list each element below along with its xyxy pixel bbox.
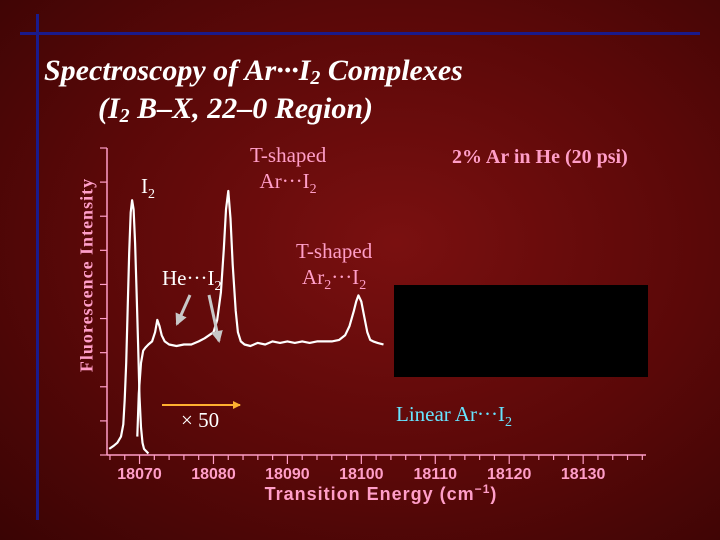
x-tick-label: 18110 [413,466,457,483]
label-he-i2: He···I2 [162,266,222,294]
spectrum-trace-x50 [136,189,384,437]
x-tick-label: 18070 [117,466,162,483]
label-tshaped-ar-i2: T-shaped Ar···I2 [250,143,327,197]
x-tick-label: 18100 [339,466,384,483]
label-i2: I2 [141,174,155,202]
decor-vertical-line [36,14,39,520]
chart-title: Spectroscopy of Ar···I2 Complexes (I2 B–… [44,54,463,127]
redaction-box [394,285,648,377]
label-condition: 2% Ar in He (20 psi) [452,146,628,168]
x-axis-label: Transition Energy (cm−1) [264,482,498,504]
spectrum-trace [108,199,150,455]
decor-horizontal-line [20,32,700,35]
x-tick-label: 18120 [487,466,532,483]
x-tick-label: 18080 [191,466,236,483]
arrow-he-i2-right [207,294,223,343]
label-tshaped-ar2-i2: T-shaped Ar2···I2 [296,239,373,293]
x-tick-label: 18090 [265,466,310,483]
label-x50: × 50 [181,408,220,432]
y-axis-label: Fluorescence Intensity [76,177,97,373]
x-tick-label: 18130 [561,466,606,483]
arrow-he-i2-left [175,294,192,326]
label-linear-ar-i2: Linear Ar···I2 [396,402,513,430]
